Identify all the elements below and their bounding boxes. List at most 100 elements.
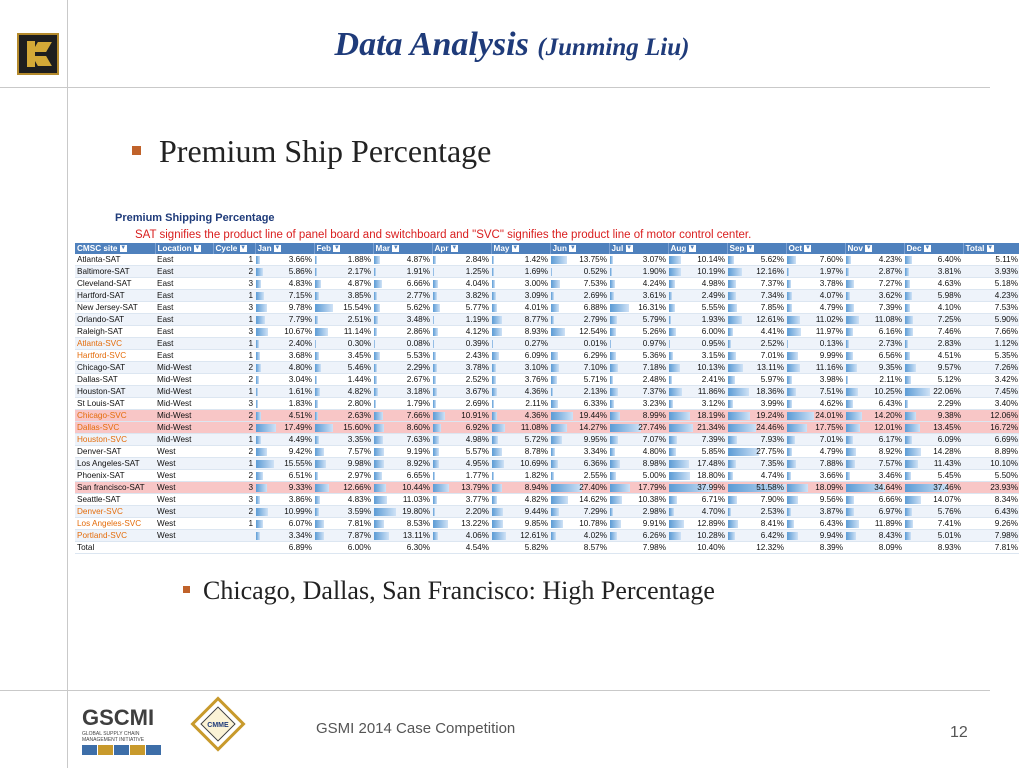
value-cell: 5.85% — [668, 445, 727, 458]
data-bar — [374, 292, 378, 300]
value-cell-value: 12.66% — [343, 483, 371, 492]
value-cell: 12.61% — [491, 529, 550, 542]
site-cell: San francisco-SAT — [75, 481, 155, 494]
value-cell-value: 3.48% — [406, 315, 430, 324]
data-bar — [846, 280, 855, 288]
value-cell: 2.52% — [727, 337, 786, 350]
value-cell-value: 7.87% — [347, 531, 371, 540]
value-cell: 14.07% — [904, 493, 963, 506]
filter-dropdown-icon[interactable]: ▼ — [865, 245, 873, 253]
value-cell: 7.27% — [845, 277, 904, 290]
value-cell: 6.66% — [845, 493, 904, 506]
column-header[interactable]: Mar ▼ — [373, 243, 433, 254]
value-cell: 10.25% — [845, 385, 904, 398]
table-row: Dallas-SAT Mid-West 2 3.04% 1.44% 2.67% 2.52% 3… — [75, 373, 1019, 386]
data-bar — [905, 412, 916, 420]
column-header[interactable]: Cycle ▼ — [213, 243, 256, 254]
filter-dropdown-icon[interactable]: ▼ — [688, 245, 696, 253]
value-cell: 4.82% — [491, 493, 550, 506]
filter-dropdown-icon[interactable]: ▼ — [273, 245, 281, 253]
value-cell: 4.95% — [432, 457, 491, 470]
filter-dropdown-icon[interactable]: ▼ — [804, 245, 812, 253]
location-cell-value: East — [157, 315, 174, 324]
value-cell-value: 3.93% — [994, 267, 1018, 276]
data-bar — [728, 448, 760, 456]
column-header[interactable]: Location ▼ — [155, 243, 214, 254]
column-header[interactable]: Feb ▼ — [314, 243, 374, 254]
value-cell: 4.06% — [432, 529, 491, 542]
data-bar — [256, 388, 258, 396]
value-cell: 7.57% — [845, 457, 904, 470]
filter-dropdown-icon[interactable]: ▼ — [392, 245, 400, 253]
column-header[interactable]: CMSC site ▼ — [75, 243, 156, 254]
location-cell: Mid-West — [155, 373, 213, 386]
cycle-cell: 1 — [213, 457, 255, 470]
data-bar — [787, 292, 792, 300]
value-cell: 7.15% — [255, 289, 314, 302]
location-cell-value: East — [157, 255, 174, 264]
filter-dropdown-icon[interactable]: ▼ — [450, 245, 458, 253]
filter-dropdown-icon[interactable]: ▼ — [511, 245, 519, 253]
column-header[interactable]: May ▼ — [491, 243, 551, 254]
value-cell-value: 8.57% — [583, 543, 607, 552]
data-bar — [256, 340, 259, 348]
value-cell-value: 7.39% — [878, 303, 902, 312]
column-header[interactable]: Sep ▼ — [727, 243, 787, 254]
location-cell: West — [155, 457, 213, 470]
column-header[interactable]: Jul ▼ — [609, 243, 669, 254]
data-bar — [433, 496, 438, 504]
data-bar — [669, 268, 681, 276]
column-header[interactable]: Dec ▼ — [904, 243, 964, 254]
value-cell-value: 6.40% — [937, 255, 961, 264]
column-header[interactable]: Apr ▼ — [432, 243, 492, 254]
site-cell: Dallas-SVC — [75, 421, 155, 434]
data-bar — [610, 508, 614, 516]
value-cell: 5.00% — [609, 469, 668, 482]
filter-dropdown-icon[interactable]: ▼ — [239, 245, 247, 253]
column-header[interactable]: Jun ▼ — [550, 243, 610, 254]
column-header[interactable]: Oct ▼ — [786, 243, 846, 254]
value-cell-value: 9.56% — [819, 495, 843, 504]
filter-dropdown-icon[interactable]: ▼ — [625, 245, 633, 253]
value-cell-value: 16.72% — [990, 423, 1018, 432]
value-cell: 2.86% — [373, 325, 432, 338]
filter-dropdown-icon[interactable]: ▼ — [193, 245, 201, 253]
column-header[interactable]: Aug ▼ — [668, 243, 728, 254]
value-cell-value: 19.24% — [756, 411, 784, 420]
filter-dropdown-icon[interactable]: ▼ — [923, 245, 931, 253]
value-cell-value: 12.16% — [756, 267, 784, 276]
value-cell-value: 14.07% — [933, 495, 961, 504]
filter-dropdown-icon[interactable]: ▼ — [569, 245, 577, 253]
value-cell-value: 17.49% — [284, 423, 312, 432]
value-cell-value: 4.82% — [347, 387, 371, 396]
column-header[interactable]: Nov ▼ — [845, 243, 905, 254]
data-bar — [669, 496, 677, 504]
data-bar — [492, 304, 497, 312]
value-cell: 15.54% — [314, 301, 373, 314]
filter-dropdown-icon[interactable]: ▼ — [746, 245, 754, 253]
column-header[interactable]: Jan ▼ — [255, 243, 315, 254]
data-bar — [905, 316, 914, 324]
column-header[interactable]: Total ▼ — [963, 243, 1019, 254]
data-bar — [787, 472, 792, 480]
filter-dropdown-icon[interactable]: ▼ — [333, 245, 341, 253]
value-cell: 7.79% — [255, 313, 314, 326]
value-cell-value: 7.39% — [701, 435, 725, 444]
location-cell-value: Mid-West — [157, 399, 192, 408]
data-bar — [315, 352, 319, 360]
data-bar — [787, 352, 799, 360]
filter-dropdown-icon[interactable]: ▼ — [986, 245, 994, 253]
cycle-cell-value: 3 — [248, 303, 253, 312]
value-cell-value: 0.13% — [819, 339, 843, 348]
value-cell-value: 8.09% — [878, 543, 902, 552]
column-header-label: Feb — [316, 244, 332, 253]
location-cell-value: West — [157, 471, 176, 480]
value-cell: 8.93% — [491, 325, 550, 338]
column-header-label: CMSC site — [77, 244, 118, 253]
cycle-cell-value: 2 — [248, 447, 253, 456]
data-bar — [551, 436, 563, 444]
filter-dropdown-icon[interactable]: ▼ — [119, 245, 127, 253]
value-cell-value: 2.98% — [642, 507, 666, 516]
value-cell: 5.36% — [609, 349, 668, 362]
value-cell-value: 10.13% — [697, 363, 725, 372]
